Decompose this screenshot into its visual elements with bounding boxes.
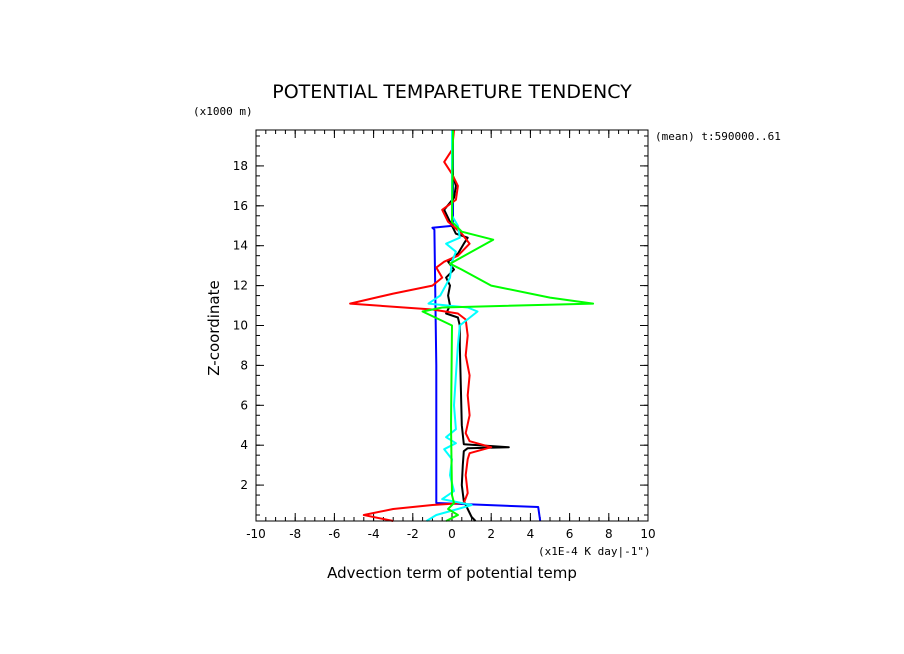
y-tick-label: 4 [240,438,248,452]
y-tick-label: 8 [240,358,248,372]
series-lines [349,129,595,522]
series-line-5 [421,129,595,522]
y-axis-label: Z-coordinate [205,280,223,375]
y-unit-label: (x1000 m) [193,105,253,118]
x-tick-label: -6 [328,527,340,541]
x-unit-label: (x1E-4 K day|-1") [538,545,651,558]
series-line-1 [431,130,542,522]
x-tick-label: 10 [640,527,655,541]
mean-annotation: (mean) t:590000..61 [655,130,781,143]
y-tick-label: 12 [233,279,248,293]
y-tick-label: 16 [233,199,248,213]
x-tick-label: -10 [246,527,266,541]
x-tick-label: -8 [289,527,301,541]
y-tick-label: 2 [240,478,248,492]
y-tick-label: 18 [233,159,248,173]
x-axis-label: Advection term of potential temp [327,564,577,582]
y-tick-label: 14 [233,239,248,253]
x-tick-label: 0 [448,527,456,541]
x-tick-label: 4 [527,527,535,541]
x-tick-label: 6 [566,527,574,541]
y-tick-label: 6 [240,398,248,412]
x-tick-label: 2 [487,527,495,541]
plot-frame [255,129,649,522]
series-line-4 [425,130,479,522]
x-tick-label: -2 [407,527,419,541]
axis-tick-labels: -10 -8 -6 -4 -2 0 2 4 6 8 10 2 4 6 8 10 12 14 16 18 [233,159,656,541]
x-tick-label: 8 [605,527,613,541]
y-tick-label: 10 [233,319,248,333]
chart-title: POTENTIAL TEMPARETURE TENDENCY [272,81,632,103]
x-tick-label: -4 [368,527,380,541]
series-line-3 [349,129,493,522]
